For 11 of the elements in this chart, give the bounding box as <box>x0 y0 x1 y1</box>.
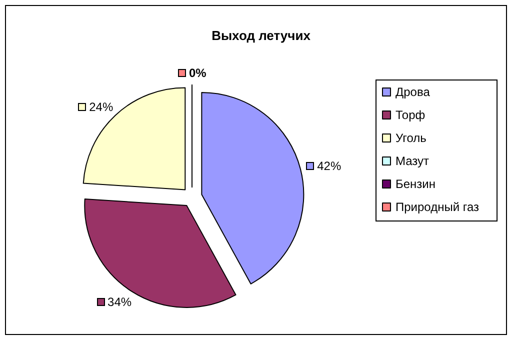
legend-label: Природный газ <box>396 200 480 214</box>
legend-label: Уголь <box>396 131 426 145</box>
data-label: 42% <box>317 158 342 174</box>
legend-label: Бензин <box>396 177 436 191</box>
data-label: 24% <box>89 98 114 115</box>
legend-label: Мазут <box>396 154 430 168</box>
legend-label: Дрова <box>396 85 430 99</box>
legend-label: Торф <box>396 108 426 122</box>
text: 0% <box>189 66 206 80</box>
data-label: 34% <box>108 294 132 310</box>
chart-title: Выход летучих <box>212 28 312 43</box>
